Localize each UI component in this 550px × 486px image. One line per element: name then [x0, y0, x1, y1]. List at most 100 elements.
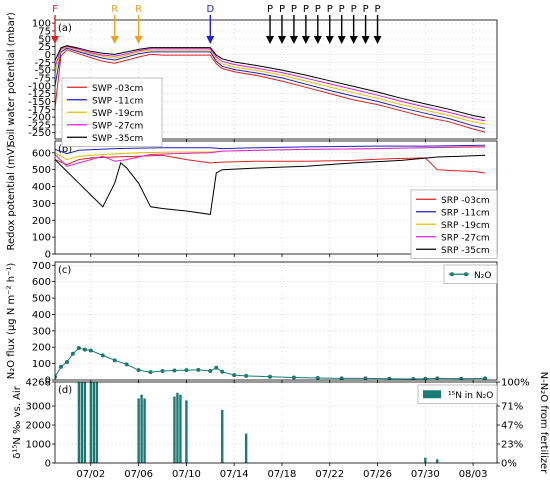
x-tick-label: 07/26: [363, 469, 392, 480]
data-point: [64, 359, 69, 364]
series-group: [55, 346, 488, 380]
data-point: [184, 368, 189, 373]
data-point: [136, 368, 141, 373]
bar: [92, 382, 96, 463]
plot-frame: [54, 261, 498, 381]
event-label: P: [267, 4, 273, 15]
event-arrow-head: [373, 36, 382, 44]
y-tick-label: -175: [28, 105, 51, 116]
data-point: [88, 348, 93, 353]
bar: [185, 400, 188, 463]
text-layer: 1007550250-25-50-75-100-125-150-175-200-…: [6, 4, 549, 480]
event-arrow-head: [313, 36, 322, 44]
y-tick-label: -100: [28, 81, 51, 92]
series-line: [55, 45, 486, 119]
data-point: [160, 368, 165, 373]
bar: [244, 433, 248, 463]
legend-label: SRP -19cm: [441, 221, 490, 231]
y-tick-label: -200: [28, 113, 51, 124]
event-arrow-head: [110, 36, 119, 44]
y-tick-label: 500: [32, 165, 51, 176]
event-arrow-head: [266, 36, 275, 44]
y-tick-label: 0: [45, 459, 51, 470]
y-tick-label: 100: [32, 19, 51, 30]
event-label: D: [206, 4, 214, 15]
y-tick-label: 0: [45, 250, 51, 261]
y-tick-label: -75: [35, 73, 51, 84]
y-tick-label: 2000: [26, 421, 51, 432]
legend-marker: [464, 272, 468, 277]
y-axis-title: δ¹⁵N ‰ vs. Air: [12, 385, 23, 458]
legend-label: SRP -27cm: [441, 233, 490, 243]
bar: [83, 382, 87, 463]
data-point: [459, 376, 464, 380]
y-right-tick-label: 100%: [501, 378, 530, 389]
series-line: [55, 45, 486, 122]
y-tick-label: 25: [38, 42, 51, 53]
legend-layer: SWP -03cm SWP -11cm SWP -19cm SWP -27cm SWP …: [61, 77, 498, 404]
y-tick-label: -25: [35, 58, 51, 69]
data-point: [268, 374, 273, 379]
x-tick-label: 07/02: [76, 469, 105, 480]
event-arrow-head: [206, 36, 215, 44]
panel-label: (d): [58, 385, 72, 396]
plot-frame: [54, 381, 498, 464]
panel-label: (b): [58, 144, 72, 155]
y-tick-label: -125: [28, 89, 51, 100]
legend-label: SRP -11cm: [441, 208, 490, 218]
series-line: [55, 49, 486, 133]
series-line: [55, 46, 486, 125]
data-point: [214, 365, 219, 370]
event-label: P: [363, 4, 369, 15]
y-tick-label: 0: [45, 376, 51, 387]
series-line: [55, 144, 486, 155]
data-point: [387, 376, 392, 380]
event-label: R: [135, 4, 142, 15]
x-tick-label: 07/18: [268, 469, 297, 480]
bar: [436, 459, 439, 463]
event-label: F: [52, 4, 58, 15]
bar: [173, 396, 176, 463]
data-point: [112, 358, 117, 363]
data-point: [220, 369, 225, 374]
x-tick-label: 07/14: [220, 469, 249, 480]
panel-label: (a): [58, 23, 72, 34]
event-arrow-head: [325, 36, 334, 44]
y-tick-label: 400: [32, 182, 51, 193]
data-point: [100, 353, 105, 358]
legend-label: SWP -35cm: [92, 134, 143, 144]
y-tick-label: -225: [28, 120, 51, 131]
bar: [143, 398, 146, 463]
y-axis-title: Soil water potential (mbar): [6, 12, 17, 147]
data-point: [411, 377, 416, 380]
legend-label: SWP -19cm: [92, 109, 143, 119]
data-point: [483, 376, 488, 380]
y-right-tick-label: 71%: [501, 402, 523, 413]
data-layer: [55, 45, 488, 463]
y-axis-title: N₂O flux (μg N m⁻² h⁻¹): [6, 263, 17, 380]
event-label: R: [111, 4, 118, 15]
event-arrow-head: [337, 36, 346, 44]
y-tick-label: 700: [32, 261, 51, 272]
bar: [137, 398, 140, 463]
event-arrow-head: [349, 36, 358, 44]
x-tick-label: 07/22: [315, 469, 344, 480]
y-tick-label: 200: [32, 216, 51, 227]
data-point: [76, 346, 81, 351]
legend-label: SWP -27cm: [92, 121, 143, 131]
legend-box: [417, 384, 498, 404]
series-line: [55, 47, 486, 129]
event-arrow-head: [51, 36, 59, 44]
event-label: P: [291, 4, 297, 15]
x-tick-label: 07/06: [124, 469, 153, 480]
data-point: [208, 368, 213, 373]
event-arrow-head: [277, 36, 286, 44]
series-line: [55, 154, 486, 215]
bar: [77, 382, 81, 463]
legend-label: SRP -35cm: [441, 246, 490, 256]
data-point: [339, 376, 344, 380]
y-tick-label: 4268: [26, 378, 51, 389]
event-label: P: [351, 4, 357, 15]
legend-label: SWP -11cm: [92, 96, 143, 106]
